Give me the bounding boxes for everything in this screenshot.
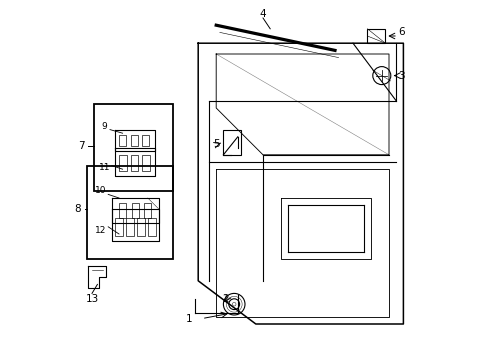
Text: 11: 11 [99,163,110,172]
Bar [126,218,134,236]
Bar [119,135,126,146]
Bar [148,218,156,236]
Text: 4: 4 [260,9,266,19]
Bar [137,218,145,236]
Bar [144,203,151,218]
Bar [94,104,173,191]
Text: 1: 1 [186,314,193,324]
Bar [130,135,138,146]
Bar [142,155,150,171]
Text: 5: 5 [213,139,220,149]
Bar [130,155,139,171]
Text: 3: 3 [398,71,405,81]
Text: 12: 12 [96,226,107,235]
Bar [116,218,123,236]
Bar [119,155,127,171]
Bar [132,203,139,218]
Text: 13: 13 [85,294,98,304]
Text: 10: 10 [95,186,107,195]
Text: 2: 2 [222,294,228,304]
Bar [87,166,173,259]
Text: 6: 6 [398,27,405,37]
Bar [119,203,126,218]
Text: 7: 7 [78,141,84,151]
Text: 8: 8 [74,204,81,214]
Bar [142,135,149,146]
Text: 9: 9 [102,122,107,131]
